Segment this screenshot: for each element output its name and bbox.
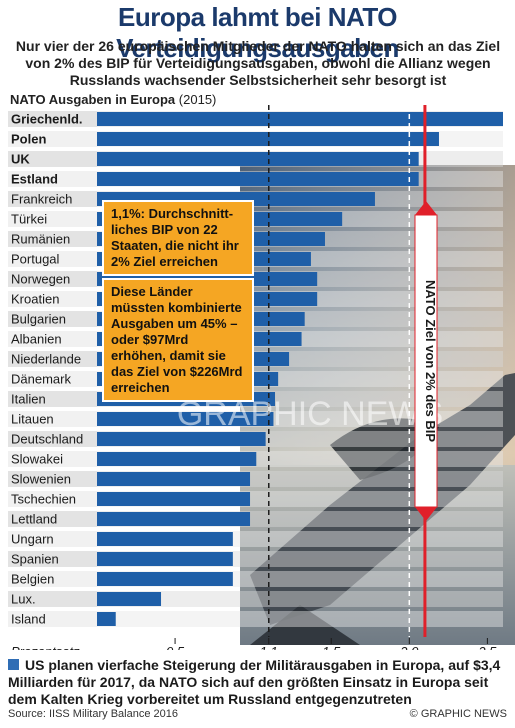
- target-label: NATO Ziel von 2% des BIP: [423, 280, 438, 442]
- row-background: [8, 211, 97, 227]
- row-background: [8, 311, 97, 327]
- chart-header-year: (2015): [178, 92, 217, 107]
- credit: © GRAPHIC NEWS: [409, 708, 507, 720]
- chart-rows: Griechenld. Polen UK Estland Frankreich Türke…: [8, 111, 503, 627]
- row-background: [8, 431, 97, 447]
- bar: [97, 412, 274, 426]
- category-label: Kroatien: [11, 292, 59, 307]
- category-label: Niederlande: [11, 352, 81, 367]
- bar: [97, 172, 419, 186]
- chart-header-title: NATO Ausgaben in Europa: [10, 92, 176, 107]
- callout-required-text: Diese Länder müssten kombinierte Ausgabe…: [111, 284, 243, 395]
- category-label: Island: [11, 612, 46, 627]
- row-background: [8, 411, 97, 427]
- category-label: Bulgarien: [11, 312, 66, 327]
- row-background: [8, 531, 97, 547]
- row-track: [97, 611, 503, 627]
- row-background: [8, 191, 97, 207]
- row-background: [8, 111, 97, 127]
- x-tick-label: 0,5: [166, 644, 185, 650]
- category-label: Litauen: [11, 412, 54, 427]
- category-label: Spanien: [11, 552, 59, 567]
- x-axis: Prozentsatz 0,5 1,1 1,5 2,0 2,5: [11, 638, 497, 650]
- category-label: Slowakei: [11, 452, 63, 467]
- row-background: [8, 391, 97, 407]
- category-label: Lettland: [11, 512, 57, 527]
- bar: [97, 112, 503, 126]
- row-background: [8, 151, 97, 167]
- category-label: Türkei: [11, 212, 47, 227]
- x-tick-label: 2,0: [399, 644, 419, 650]
- category-label: Lux.: [11, 592, 36, 607]
- bar: [97, 452, 257, 466]
- row-background: [8, 451, 97, 467]
- row-background: [8, 131, 97, 147]
- category-label: Italien: [11, 392, 46, 407]
- category-label: Deutschland: [11, 432, 83, 447]
- category-label: Rumänien: [11, 232, 70, 247]
- x-tick-label: 1,1: [260, 644, 278, 650]
- target-badge: NATO Ziel von 2% des BIP: [414, 201, 438, 521]
- chart-header: NATO Ausgaben in Europa (2015): [10, 92, 216, 107]
- row-background: [8, 331, 97, 347]
- category-label: Estland: [11, 172, 58, 187]
- callout-average-text: 1,1%: Durchschnitt-liches BIP von 22 Sta…: [111, 206, 239, 269]
- page-subtitle: Nur vier der 26 europäischen Mitglieder …: [15, 38, 501, 88]
- row-background: [8, 611, 97, 627]
- row-background: [8, 351, 97, 367]
- bar: [97, 592, 162, 606]
- category-label: Tschechien: [11, 492, 76, 507]
- category-label: Norwegen: [11, 272, 70, 287]
- bar: [97, 152, 419, 166]
- footer-note: US planen vierfache Steigerung der Milit…: [8, 657, 508, 708]
- row-background: [8, 591, 97, 607]
- page-title: Europa lahmt bei NATO Verteidigungsausga…: [116, 2, 399, 63]
- x-axis-label: Prozentsatz: [11, 644, 80, 650]
- source: Source: IISS Military Balance 2016: [8, 708, 178, 720]
- callout-required: Diese Länder müssten kombinierte Ausgabe…: [102, 278, 254, 402]
- callout-average: 1,1%: Durchschnitt-liches BIP von 22 Sta…: [102, 200, 254, 276]
- row-background: [8, 291, 97, 307]
- category-label: Ungarn: [11, 532, 54, 547]
- bar: [97, 132, 439, 146]
- row-background: [8, 511, 97, 527]
- category-label: Frankreich: [11, 192, 72, 207]
- x-tick-label: 2,5: [477, 644, 497, 650]
- category-label: Dänemark: [11, 372, 71, 387]
- row-background: [8, 551, 97, 567]
- bullet-square-icon: [8, 659, 19, 670]
- bar: [97, 432, 266, 446]
- category-label: Albanien: [11, 332, 62, 347]
- bar: [97, 532, 233, 546]
- bar: [97, 572, 233, 586]
- row-background: [8, 271, 97, 287]
- row-background: [8, 251, 97, 267]
- x-tick-label: 1,5: [322, 644, 341, 650]
- bar: [97, 552, 233, 566]
- row-background: [8, 231, 97, 247]
- bar: [97, 492, 251, 506]
- row-background: [8, 571, 97, 587]
- category-label: Portugal: [11, 252, 60, 267]
- category-label: Slowenien: [11, 472, 71, 487]
- row-background: [8, 471, 97, 487]
- row-background: [8, 371, 97, 387]
- footer-note-text: US planen vierfache Steigerung der Milit…: [8, 657, 501, 707]
- row-background: [8, 171, 97, 187]
- bar: [97, 472, 251, 486]
- bar: [97, 512, 251, 526]
- category-label: Griechenld.: [11, 112, 83, 127]
- row-track: [97, 591, 503, 607]
- row-background: [8, 491, 97, 507]
- category-label: Polen: [11, 132, 46, 147]
- bar-chart: Griechenld. Polen UK Estland Frankreich Türke…: [8, 105, 515, 650]
- category-label: UK: [11, 152, 30, 167]
- bar: [97, 612, 116, 626]
- category-label: Belgien: [11, 572, 54, 587]
